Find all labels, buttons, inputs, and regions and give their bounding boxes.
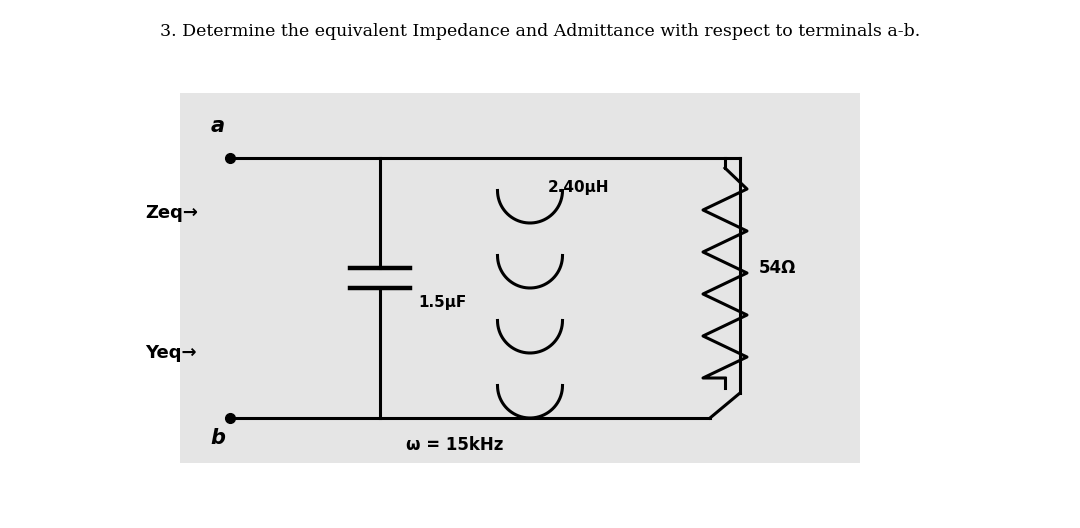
Text: Zeq→: Zeq→ [145, 204, 198, 222]
FancyBboxPatch shape [180, 93, 860, 463]
Text: 1.5μF: 1.5μF [418, 296, 467, 310]
Text: a: a [211, 116, 225, 136]
Text: b: b [211, 428, 226, 448]
Text: 3. Determine the equivalent Impedance and Admittance with respect to terminals a: 3. Determine the equivalent Impedance an… [160, 23, 920, 40]
Text: ω = 15kHz: ω = 15kHz [406, 436, 503, 454]
Text: Yeq→: Yeq→ [145, 344, 197, 362]
Text: 54Ω: 54Ω [759, 259, 796, 277]
Text: 2.40μH: 2.40μH [548, 181, 609, 195]
